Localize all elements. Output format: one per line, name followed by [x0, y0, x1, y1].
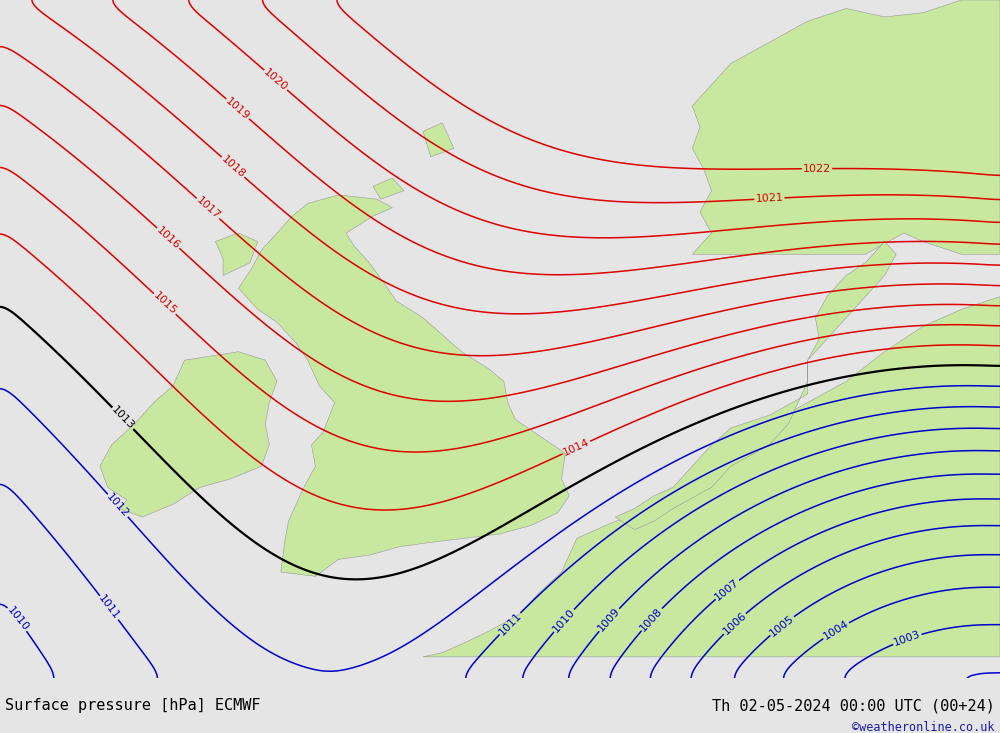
Text: 1022: 1022: [803, 163, 831, 174]
Text: 1015: 1015: [151, 291, 178, 317]
Text: 1004: 1004: [821, 619, 851, 642]
Text: 1010: 1010: [5, 605, 30, 633]
Polygon shape: [808, 242, 896, 360]
Text: Surface pressure [hPa] ECMWF: Surface pressure [hPa] ECMWF: [5, 699, 260, 713]
Text: 1005: 1005: [768, 614, 796, 638]
Text: 1009: 1009: [596, 606, 622, 634]
Text: 1016: 1016: [154, 225, 182, 251]
Text: 1003: 1003: [892, 630, 922, 649]
Text: Th 02-05-2024 00:00 UTC (00+24): Th 02-05-2024 00:00 UTC (00+24): [712, 699, 995, 713]
Text: 1007: 1007: [713, 577, 741, 603]
Text: 1017: 1017: [194, 196, 222, 221]
Text: 1011: 1011: [497, 610, 523, 637]
Polygon shape: [100, 352, 277, 517]
Polygon shape: [373, 178, 404, 199]
Text: 1011: 1011: [97, 594, 122, 622]
Text: 1006: 1006: [721, 611, 748, 637]
Text: 1010: 1010: [551, 607, 577, 634]
Polygon shape: [423, 123, 454, 157]
Text: 1012: 1012: [105, 492, 131, 520]
Text: 1020: 1020: [262, 67, 290, 93]
Text: 1019: 1019: [224, 96, 251, 122]
Polygon shape: [615, 360, 808, 530]
Text: 1014: 1014: [562, 437, 591, 458]
Polygon shape: [423, 297, 1000, 657]
Polygon shape: [692, 0, 1000, 254]
Polygon shape: [215, 233, 258, 276]
Text: 1021: 1021: [755, 193, 784, 205]
Text: ©weatheronline.co.uk: ©weatheronline.co.uk: [852, 721, 995, 733]
Text: 1008: 1008: [638, 605, 665, 633]
Polygon shape: [238, 195, 569, 576]
Text: 1013: 1013: [109, 405, 136, 432]
Text: 1018: 1018: [219, 154, 247, 180]
